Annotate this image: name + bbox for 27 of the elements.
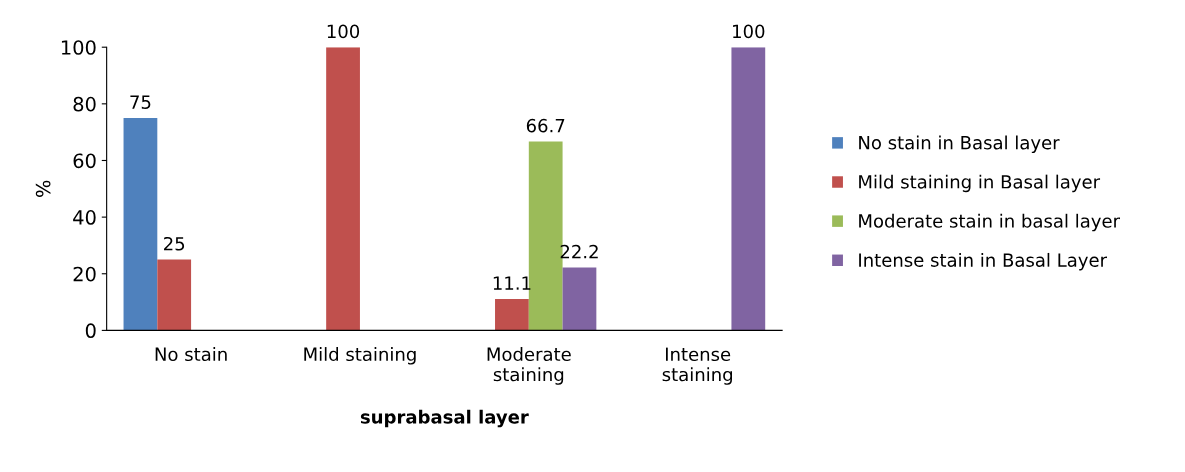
data-label: 25 <box>164 236 185 251</box>
legend-label: No stain in Basal layer <box>859 135 1060 153</box>
x-axis-title: suprabasal layer <box>360 409 529 428</box>
y-tick-label: 20 <box>73 266 96 282</box>
data-label: 66.7 <box>526 118 565 133</box>
legend-label: Intense stain in Basal Layer <box>859 252 1108 271</box>
bar <box>731 47 766 331</box>
bar <box>495 298 529 331</box>
bar <box>123 118 158 331</box>
bar <box>562 267 597 331</box>
y-tick-label: 40 <box>73 210 96 225</box>
data-label: 100 <box>327 24 360 39</box>
y-tick-label: 60 <box>73 153 96 169</box>
bar <box>326 47 360 331</box>
y-axis-title: % <box>35 180 51 197</box>
y-tick-label: 100 <box>61 40 96 55</box>
bar <box>157 259 192 331</box>
x-tick-label: Moderate staining <box>487 347 571 385</box>
data-label: 75 <box>130 95 151 109</box>
x-tick-label: Intense staining <box>662 347 732 385</box>
legend-label: Mild staining in Basal layer <box>859 174 1101 193</box>
x-tick-label: Mild staining <box>304 347 416 365</box>
data-label: 100 <box>733 24 765 39</box>
legend-label: Moderate stain in basal layer <box>859 213 1121 232</box>
x-tick-label: No stain <box>155 347 227 362</box>
y-tick-label: 0 <box>85 323 96 339</box>
y-tick-label: 80 <box>73 96 96 112</box>
